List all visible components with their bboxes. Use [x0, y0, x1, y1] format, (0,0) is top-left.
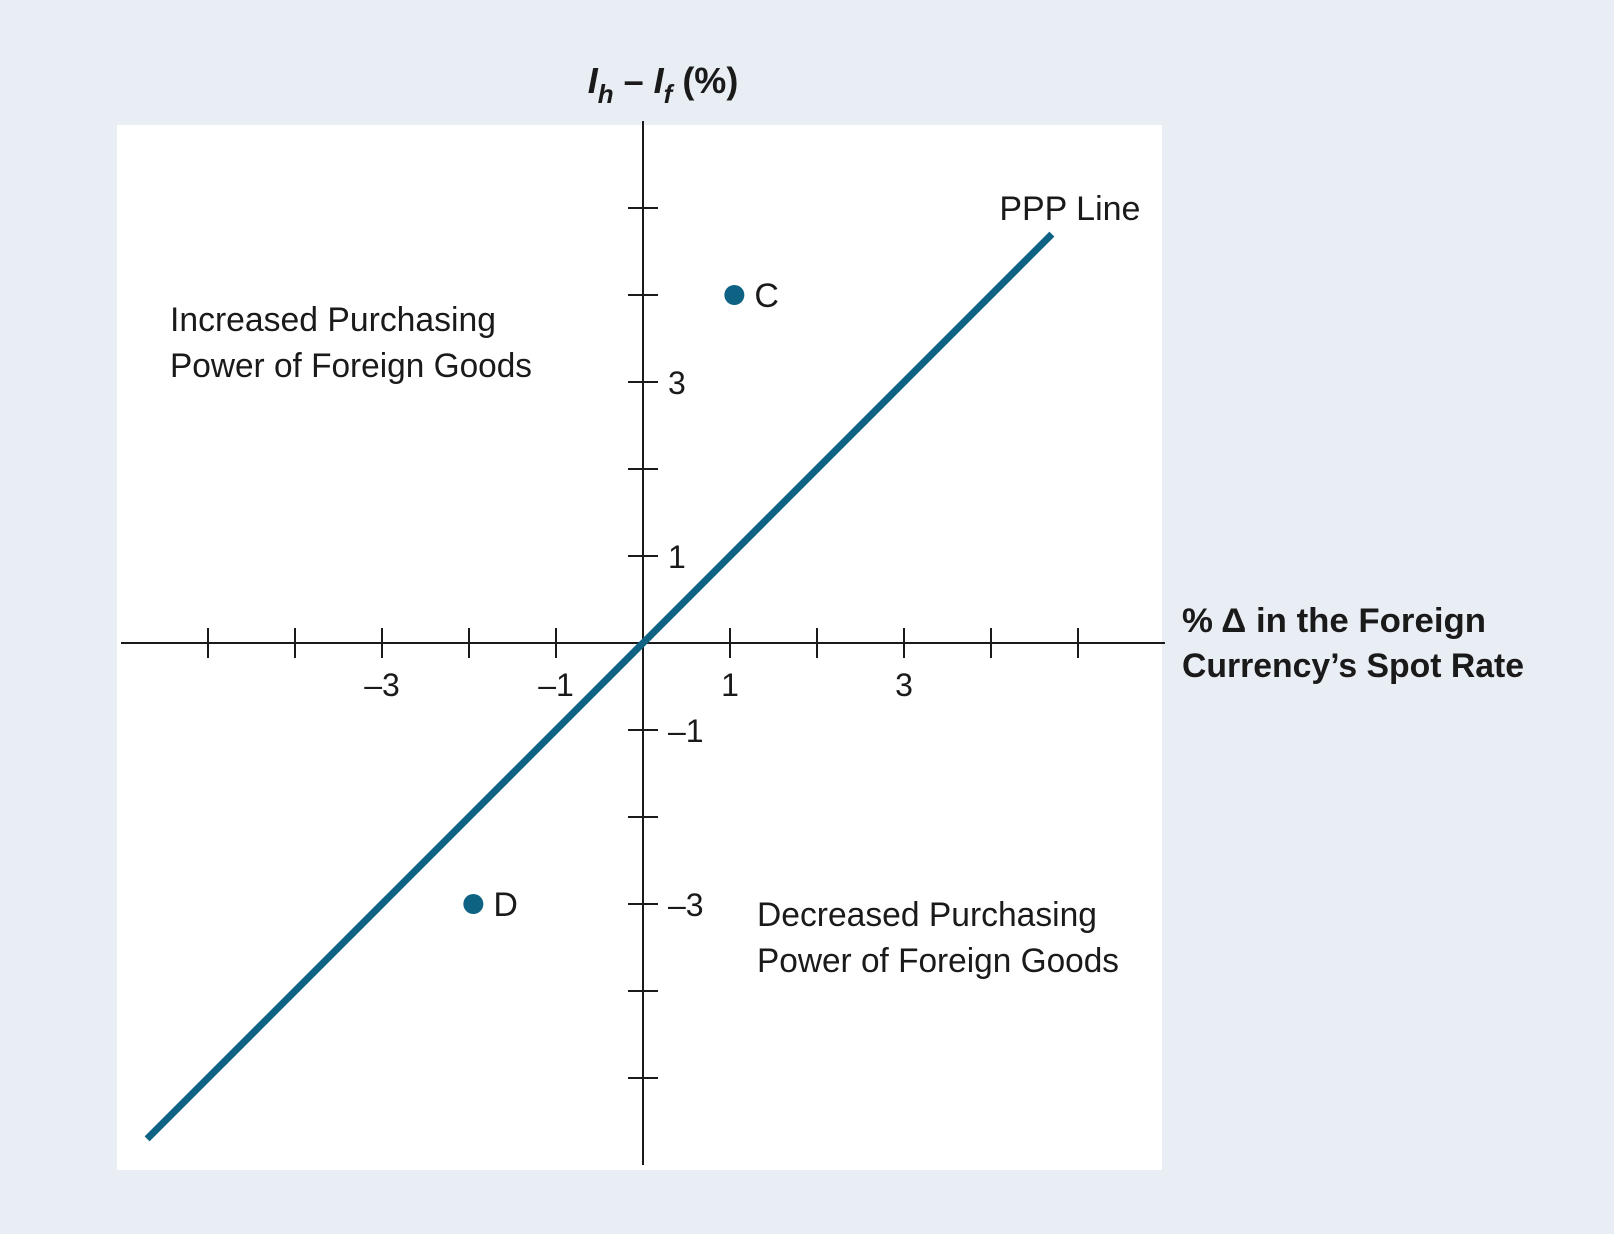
point-d-label: D	[493, 886, 518, 924]
region-label-lower-right-line-2: Power of Foreign Goods	[757, 942, 1119, 980]
x-tick-label: –1	[538, 667, 574, 703]
point-c-label: C	[754, 277, 779, 315]
x-tick-label: 1	[721, 667, 739, 703]
ppp-line	[144, 231, 1055, 1142]
series-layer: PPP Line	[144, 190, 1140, 1142]
region-label-upper-left-line-1: Increased Purchasing	[170, 301, 496, 339]
x-tick-label: –3	[364, 667, 400, 703]
point-d	[463, 894, 484, 914]
region-label-lower-right-line-1: Decreased Purchasing	[757, 896, 1097, 934]
y-tick-label: –3	[668, 887, 704, 923]
x-axis-title-line-2: Currency’s Spot Rate	[1182, 647, 1524, 685]
ticks: –3 –1 1 3 3 1 –1 –3	[207, 207, 1079, 1079]
y-tick-label: –1	[668, 713, 704, 749]
ppp-line-label: PPP Line	[999, 190, 1140, 228]
points-layer: CD	[463, 277, 779, 924]
y-tick-label: 3	[668, 365, 686, 401]
region-label-upper-left-line-2: Power of Foreign Goods	[170, 347, 532, 385]
y-tick-label: 1	[668, 539, 686, 575]
x-axis-title-line-1: % Δ in the Foreign	[1182, 602, 1486, 640]
point-c	[724, 285, 745, 305]
x-tick-label: 3	[895, 667, 913, 703]
y-axis-title: Ih – If (%)	[588, 60, 739, 109]
